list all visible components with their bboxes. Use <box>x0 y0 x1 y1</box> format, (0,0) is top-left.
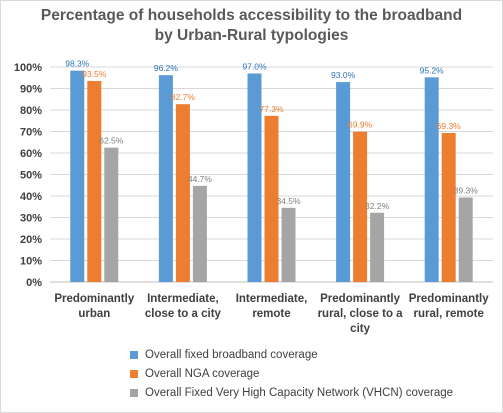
data-label: 95.2% <box>420 65 445 75</box>
data-label: 93.5% <box>82 69 107 79</box>
legend-label: Overall fixed broadband coverage <box>145 348 318 361</box>
x-tick-label: Predominantly <box>320 293 400 305</box>
chart-title: Percentage of households accessibility t… <box>0 6 503 46</box>
bar <box>192 185 207 282</box>
legend-swatch <box>130 369 138 378</box>
legend-label: Overall Fixed Very High Capacity Network… <box>145 386 454 399</box>
bar <box>441 133 456 282</box>
bar <box>264 115 279 283</box>
x-tick-label: Intermediate, <box>236 293 308 305</box>
x-tick-label: close to a city <box>145 308 222 320</box>
data-label: 98.3% <box>65 59 90 69</box>
data-label: 39.3% <box>454 186 479 196</box>
data-label: 69.9% <box>348 120 373 130</box>
legend-label: Overall NGA coverage <box>145 367 260 380</box>
legend-item: Overall NGA coverage <box>130 364 453 383</box>
x-tick-label: rural, close to a <box>318 308 404 320</box>
bar <box>353 131 368 282</box>
x-tick-label: Predominantly <box>54 293 134 305</box>
legend-item: Overall fixed broadband coverage <box>130 345 453 364</box>
y-tick-label: 100% <box>14 62 42 74</box>
data-label: 62.5% <box>99 136 124 146</box>
x-tick-label: Predominantly <box>409 293 489 305</box>
x-tick-label: remote <box>252 308 290 320</box>
data-label: 44.7% <box>188 174 213 184</box>
legend-swatch <box>130 350 138 359</box>
data-label: 77.3% <box>259 104 284 114</box>
legend-swatch <box>130 388 138 397</box>
legend-item: Overall Fixed Very High Capacity Network… <box>130 383 453 402</box>
y-tick-label: 20% <box>20 234 42 246</box>
bar <box>87 80 102 282</box>
x-tick-label: city <box>350 323 370 335</box>
data-label: 34.5% <box>276 196 301 206</box>
bar <box>458 197 473 282</box>
y-tick-label: 30% <box>20 213 42 225</box>
bar <box>104 147 119 282</box>
y-tick-label: 80% <box>20 105 42 117</box>
bar <box>370 212 385 282</box>
chart-title-line-1: Percentage of households accessibility t… <box>40 7 463 24</box>
y-tick-label: 90% <box>20 84 42 96</box>
y-tick-label: 10% <box>20 256 42 268</box>
x-tick-label: rural, remote <box>414 308 484 320</box>
data-label: 32.2% <box>365 201 390 211</box>
x-tick-label: Intermediate, <box>147 293 219 305</box>
data-label: 96.2% <box>154 63 179 73</box>
y-tick-label: 0% <box>26 277 42 289</box>
bar <box>336 82 351 282</box>
bar <box>247 73 262 282</box>
bar <box>281 207 296 282</box>
data-label: 93.0% <box>331 70 356 80</box>
data-label: 69.3% <box>437 121 462 131</box>
y-tick-label: 40% <box>20 191 42 203</box>
chart-title-line-2: by Urban-Rural typologies <box>154 27 349 44</box>
y-tick-label: 70% <box>20 127 42 139</box>
data-label: 97.0% <box>242 61 267 71</box>
y-tick-label: 60% <box>20 148 42 160</box>
y-tick-label: 50% <box>20 170 42 182</box>
chart-legend: Overall fixed broadband coverage Overall … <box>130 345 453 402</box>
bar <box>70 70 85 282</box>
bar <box>424 77 439 282</box>
data-label: 82.7% <box>171 92 196 102</box>
x-tick-label: urban <box>78 308 110 320</box>
bar <box>158 75 173 282</box>
bar <box>175 104 190 282</box>
